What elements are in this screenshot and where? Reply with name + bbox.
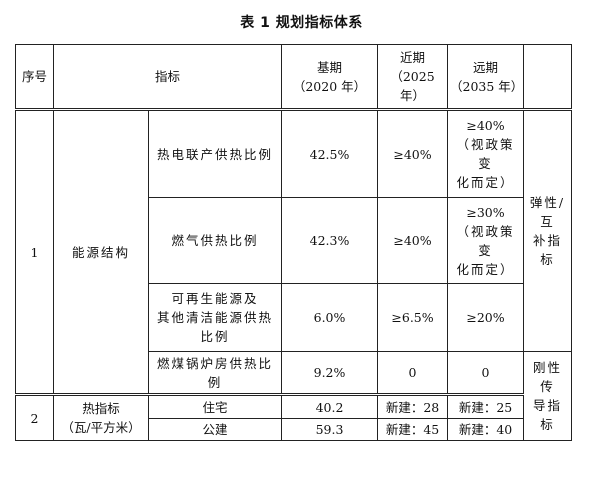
group1-row1-base: 42.5% [281, 108, 379, 198]
group2-seq: 2 [15, 393, 54, 441]
table-title: 表 1 规划指标体系 [240, 15, 363, 31]
group1-type-line1: 弹性/互 [529, 195, 566, 229]
group2-row1-near: 新建：28 [377, 393, 449, 419]
group2-row1-sub: 住宅 [147, 393, 283, 419]
group1-row1-far-note2: 化而定） [456, 175, 515, 190]
header-seq: 序号 [15, 44, 54, 110]
group2-row1-far: 新建：25 [447, 393, 525, 419]
group1-row1-far: ≥40% （视政策变 化而定） [447, 108, 525, 198]
group1-row4-sub: 燃煤锅炉房供热比 例 [147, 351, 283, 395]
group1-row4-far: 0 [447, 351, 525, 395]
group1-type: 弹性/互 补指标 [523, 108, 573, 352]
group1-row2-sub: 燃气供热比例 [147, 197, 283, 284]
group1-row1-far-note1: （视政策变 [456, 137, 515, 171]
header-far-line1: 远期 [473, 59, 499, 75]
header-indicator: 指标 [52, 44, 283, 110]
group2-name: 热指标 （瓦/平方米） [53, 393, 149, 441]
group1-name: 能源结构 [53, 108, 149, 395]
group2-type-line1: 刚性传 [533, 360, 563, 394]
group1-row4-near: 0 [377, 351, 449, 395]
group2-name-line1: 热指标 [82, 401, 120, 416]
group2-type: 刚性传 导指标 [523, 351, 573, 441]
indicator-table: 序号 指标 基期 （2020 年） 近期 （2025 年） 远期 （2035 年… [15, 44, 573, 441]
header-far-line2: （2035 年） [450, 78, 524, 94]
group1-row4-base: 9.2% [281, 351, 379, 395]
table-row: 燃气供热比例 42.3% ≥40% ≥30% （视政策变 化而定） [16, 197, 572, 284]
group1-row3-sub: 可再生能源及 其他清洁能源供热 比例 [147, 283, 283, 352]
header-near-line2: （2025 [390, 69, 435, 84]
group1-row4-sub-line1: 燃煤锅炉房供热比 [157, 355, 274, 371]
group1-seq: 1 [15, 108, 54, 395]
group2-type-line2: 导指标 [533, 398, 563, 432]
table-row: 2 热指标 （瓦/平方米） 住宅 40.2 新建：28 新建：25 [15, 393, 572, 441]
group1-type-line2: 补指标 [533, 233, 563, 267]
group1-row3-sub-line2: 其他清洁能源供热 [157, 310, 274, 325]
group1-row2-far-note2: 化而定） [456, 261, 515, 277]
header-near-line1: 近期 [400, 50, 426, 65]
group1-row3-sub-line1: 可再生能源及 [171, 291, 259, 306]
group2-row2-sub: 公建 [147, 418, 283, 441]
group1-row3-far: ≥20% [447, 283, 525, 352]
group1-row1-far-value: ≥40% [466, 118, 505, 133]
group1-row4-sub-line2: 例 [207, 374, 223, 390]
group2-row2-base: 59.3 [281, 418, 379, 441]
group1-row3-sub-line3: 比例 [200, 329, 230, 344]
header-type [523, 44, 573, 110]
header-far: 远期 （2035 年） [447, 44, 525, 110]
group1-row2-far-value: ≥30% [466, 204, 505, 220]
group1-row1-near: ≥40% [377, 108, 449, 198]
header-near: 近期 （2025 年） [377, 44, 449, 110]
table-row: 燃煤锅炉房供热比 例 9.2% 0 0 刚性传 导指标 [16, 351, 573, 441]
group2-row2-far: 新建：40 [447, 418, 525, 441]
header-near-line3: 年） [400, 88, 426, 103]
table-row: 公建 59.3 新建：45 新建：40 [16, 418, 572, 441]
table-row: 可再生能源及 其他清洁能源供热 比例 6.0% ≥6.5% ≥20% [16, 283, 572, 352]
header-base: 基期 （2020 年） [281, 44, 379, 110]
table-row: 1 能源结构 热电联产供热比例 42.5% ≥40% ≥40% （视政策变 化而… [15, 108, 573, 395]
group1-row1-sub: 热电联产供热比例 [147, 108, 283, 198]
group2-row1-base: 40.2 [281, 393, 379, 419]
group2-name-line2: （瓦/平方米） [61, 420, 141, 435]
header-row: 序号 指标 基期 （2020 年） 近期 （2025 年） 远期 （2035 年… [15, 44, 573, 110]
header-base-line1: 基期 [317, 59, 343, 75]
group1-row2-near: ≥40% [377, 197, 449, 284]
header-base-line2: （2020 年） [292, 78, 367, 94]
group1-row2-far-note1: （视政策变 [456, 223, 515, 258]
group1-row2-far: ≥30% （视政策变 化而定） [447, 197, 525, 284]
group1-row3-near: ≥6.5% [377, 283, 449, 352]
group1-row3-base: 6.0% [281, 283, 379, 352]
group1-row2-base: 42.3% [281, 197, 379, 284]
group2-row2-near: 新建：45 [377, 418, 449, 441]
